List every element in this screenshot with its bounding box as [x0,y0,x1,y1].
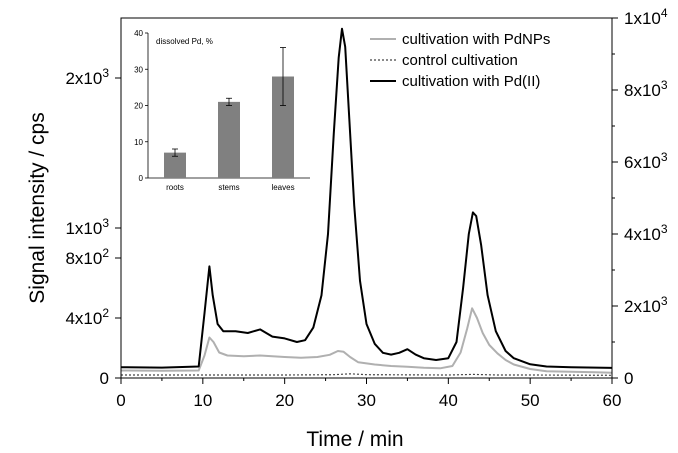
inset-bar-stems [218,101,240,178]
series-line-3 [120,27,613,369]
inset-category-label: roots [166,183,184,192]
y-right-tick-label: 8x103 [624,78,668,100]
y-right-tick-label: 1x104 [624,6,668,28]
legend-label: cultivation with PdNPs [402,31,550,48]
inset-bar-leaves [272,76,294,178]
x-tick-label: 30 [357,391,376,410]
x-tick-label: 50 [521,391,540,410]
inset-y-tick-label: 0 [139,174,144,183]
inset-y-tick-label: 10 [134,138,143,147]
y-left-tick-label: 1x103 [65,216,109,238]
inset-title: dissolved Pd, % [156,37,213,46]
legend-label: control cultivation [402,52,518,69]
legend-label: cultivation with Pd(II) [402,73,540,90]
y-left-tick-label: 2x103 [65,66,109,88]
series-lines [120,27,613,376]
x-tick-label: 60 [603,391,622,410]
inset-y-tick-label: 20 [134,102,143,111]
y-right-tick-label: 0 [624,369,633,388]
inset-bar-roots [164,152,186,178]
inset-bar-chart: 0 10 20 30 40 dissolved Pd, % roots stems leaves [134,29,310,192]
y-right-tick-label: 2x103 [624,294,668,316]
inset-y-tick-label: 30 [134,65,143,74]
x-tick-label: 40 [439,391,458,410]
y-axis-label: Signal intensity / cps [26,112,49,303]
y-left-tick-label: 0 [100,369,109,388]
x-tick-label: 0 [116,391,125,410]
y-left-tick-label: 4x102 [65,306,109,328]
legend: cultivation with PdNPs control cultivatio… [370,31,550,90]
series-line-1 [120,307,613,374]
x-tick-label: 10 [193,391,212,410]
y-right-tick-label: 4x103 [624,222,668,244]
x-tick-label: 20 [275,391,294,410]
y-right-axis: 0 2x103 4x103 6x103 8x103 1x104 [612,6,668,388]
x-axis-label: Time / min [306,428,403,451]
y-right-tick-label: 6x103 [624,150,668,172]
series-line-2 [121,373,613,376]
x-axis: 0 10 20 30 40 50 60 [116,378,621,410]
y-left-tick-label: 8x102 [65,246,109,268]
inset-category-label: leaves [271,183,294,192]
inset-y-tick-label: 40 [134,29,143,38]
inset-category-label: stems [218,183,239,192]
y-left-axis: 0 4x102 8x102 1x103 2x103 [65,66,121,388]
